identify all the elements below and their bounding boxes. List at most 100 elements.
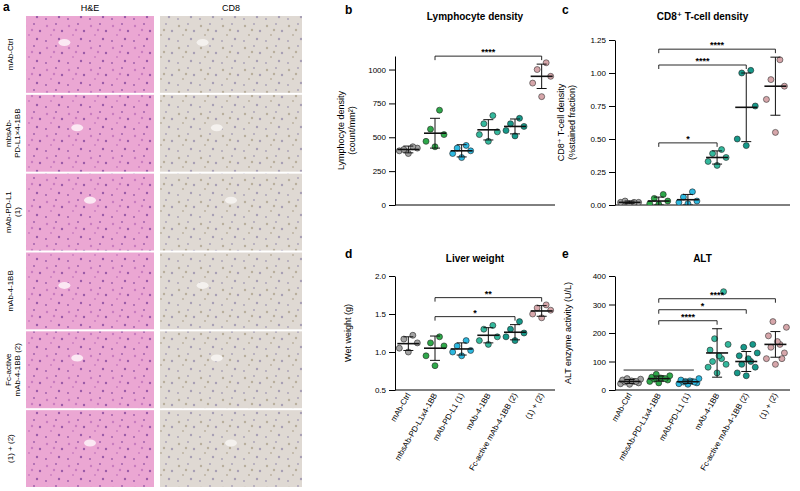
mean-line bbox=[735, 107, 757, 109]
axis-line bbox=[395, 277, 396, 391]
tissue-image bbox=[26, 95, 154, 172]
tick-label: 400 bbox=[593, 272, 607, 281]
data-point bbox=[476, 132, 482, 138]
significance-label: ** bbox=[485, 289, 493, 299]
chart-title: CD8⁺ T-cell density bbox=[657, 11, 749, 22]
error-cap bbox=[430, 148, 440, 149]
error-cap bbox=[741, 73, 751, 74]
axis-line bbox=[395, 205, 555, 206]
data-point bbox=[765, 333, 771, 339]
data-point bbox=[428, 126, 434, 132]
mean-line bbox=[706, 157, 728, 159]
panel-label: a bbox=[3, 0, 10, 14]
data-point bbox=[660, 191, 666, 197]
chart-title: Lymphocyte density bbox=[427, 11, 524, 22]
y-axis: 0.51.01.52.0 bbox=[375, 272, 396, 395]
row-label: PD-L1×4-1BB bbox=[13, 108, 22, 158]
plot-area bbox=[396, 60, 553, 161]
data-point bbox=[743, 143, 749, 149]
tick: 0 bbox=[602, 386, 615, 395]
data-point bbox=[437, 107, 443, 113]
axis-line bbox=[615, 41, 616, 206]
row-label: mbsAb- bbox=[4, 119, 13, 147]
row-label: Fc-active bbox=[4, 353, 13, 386]
tick: 750 bbox=[373, 99, 395, 108]
data-point bbox=[705, 364, 711, 370]
mean-line bbox=[706, 352, 728, 354]
error-cap bbox=[770, 331, 780, 332]
error-cap bbox=[457, 342, 467, 343]
tick-label: mAb-4-1BB bbox=[693, 392, 721, 432]
error-cap bbox=[483, 327, 493, 328]
error-cap bbox=[741, 351, 751, 352]
tick-label: 0.25 bbox=[590, 168, 606, 177]
tick: 0.75 bbox=[590, 102, 615, 111]
panel-a: aH&ECD8mAb-CtrlmbsAb-PD-L1×4-1BBmAb-PD-L… bbox=[3, 0, 302, 487]
tick-mark bbox=[609, 305, 615, 306]
data-point bbox=[396, 345, 402, 351]
error-cap bbox=[483, 139, 493, 140]
axis-line bbox=[395, 57, 396, 206]
mean-line bbox=[677, 381, 699, 383]
data-point bbox=[770, 319, 776, 325]
tick: mAb-Ctrl bbox=[389, 391, 413, 423]
tick: 0.5 bbox=[375, 386, 395, 395]
data-point bbox=[781, 350, 787, 356]
tick-label: 1000 bbox=[368, 66, 386, 75]
tick: 0 bbox=[382, 201, 395, 210]
axis-line bbox=[395, 390, 555, 391]
data-point bbox=[490, 113, 496, 119]
tissue-image bbox=[160, 174, 302, 251]
tick: Fc-active mAb-4-1BB (2) bbox=[467, 391, 519, 472]
axis-line bbox=[615, 390, 790, 391]
tissue-image bbox=[160, 95, 302, 172]
significance-label: **** bbox=[681, 312, 696, 322]
data-point bbox=[481, 326, 487, 332]
axis-title: CD8⁺ T-cell density bbox=[556, 83, 566, 161]
significance-label: * bbox=[686, 134, 690, 144]
data-point bbox=[508, 326, 514, 332]
error-cap bbox=[654, 205, 664, 206]
error-cap bbox=[770, 357, 780, 358]
tick-label: 0 bbox=[382, 201, 387, 210]
tick: 0.50 bbox=[590, 135, 615, 144]
tick-mark bbox=[389, 314, 395, 315]
tick: 100 bbox=[593, 358, 615, 367]
tick-label: mAb-Ctrl bbox=[389, 391, 413, 423]
data-point bbox=[517, 319, 523, 325]
mean-line bbox=[619, 381, 641, 383]
tick: mAb-Ctrl bbox=[610, 391, 634, 423]
mean-line bbox=[477, 129, 499, 131]
row-label: mAb-PD-L1 bbox=[4, 191, 13, 233]
tick-label: 0.50 bbox=[590, 135, 606, 144]
tissue-image bbox=[26, 253, 154, 330]
tick: 500 bbox=[373, 133, 395, 142]
data-point bbox=[454, 343, 460, 349]
error-cap bbox=[654, 376, 664, 377]
tick: mAb-4-1BB bbox=[693, 392, 721, 432]
plot-area bbox=[618, 289, 790, 388]
tick-mark bbox=[389, 276, 395, 277]
data-point bbox=[748, 67, 754, 73]
mean-line bbox=[531, 310, 553, 312]
data-point bbox=[743, 373, 749, 379]
error-cap bbox=[741, 371, 751, 372]
mean-line bbox=[397, 149, 419, 151]
tissue-vessel bbox=[197, 39, 209, 46]
tissue-vessel bbox=[58, 39, 70, 46]
tissue-image bbox=[26, 174, 154, 251]
tick-label: 1.00 bbox=[590, 69, 606, 78]
tick-mark bbox=[389, 171, 395, 172]
data-point bbox=[534, 67, 540, 73]
tick: 0.25 bbox=[590, 168, 615, 177]
tissue-vessel bbox=[225, 440, 237, 447]
data-point bbox=[463, 142, 469, 148]
row-label: (1) + (2) bbox=[6, 434, 15, 463]
mean-line bbox=[677, 199, 699, 201]
error-cap bbox=[403, 152, 413, 153]
tick: (1) + (2) bbox=[524, 391, 546, 421]
tick-label: mbsAb-PD-L1x4-1BB bbox=[393, 392, 439, 463]
x-axis bbox=[615, 205, 790, 206]
data-point bbox=[432, 363, 438, 369]
mean-line bbox=[531, 76, 553, 78]
